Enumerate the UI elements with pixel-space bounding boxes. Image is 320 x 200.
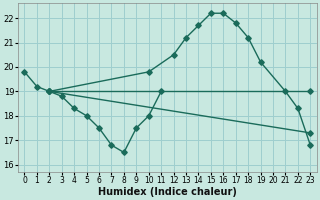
X-axis label: Humidex (Indice chaleur): Humidex (Indice chaleur) — [98, 187, 237, 197]
